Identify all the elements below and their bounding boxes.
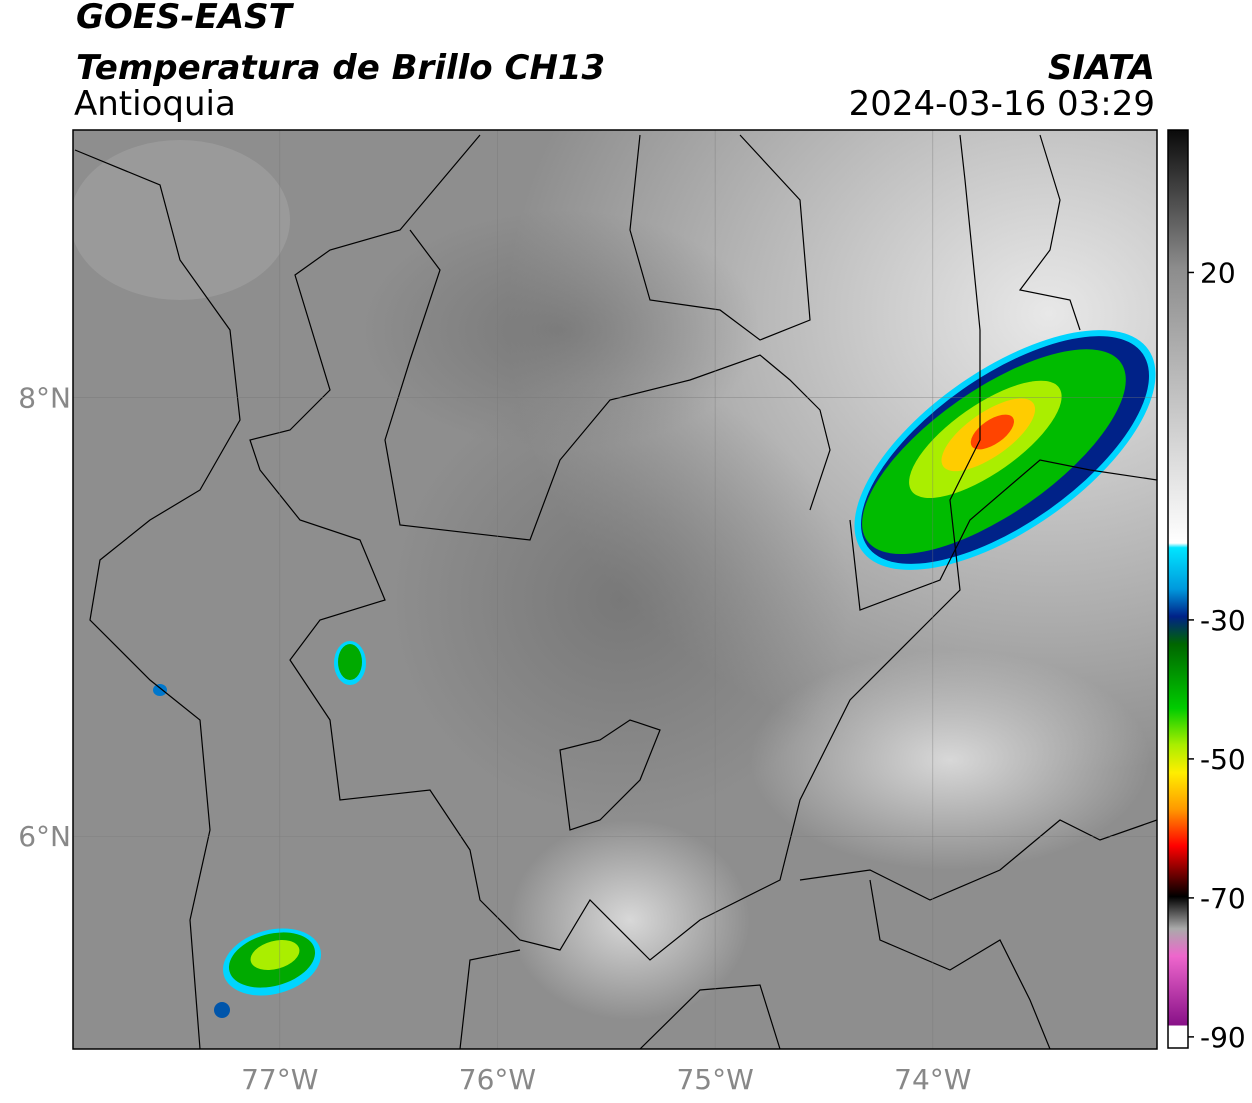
cloud-field bbox=[360, 210, 760, 450]
cloud-field bbox=[750, 650, 1150, 870]
map-frame bbox=[72, 129, 1158, 1050]
cloud-field bbox=[73, 140, 290, 300]
x-tick-label: 77°W bbox=[241, 1063, 318, 1096]
y-tick-label: 6°N bbox=[18, 820, 71, 853]
product: Temperatura de Brillo CH13 bbox=[76, 48, 605, 88]
cloud-field bbox=[390, 380, 850, 820]
y-tick-label: 8°N bbox=[18, 382, 71, 415]
x-tick-label: 74°W bbox=[894, 1063, 971, 1096]
satellite: GOES-EAST bbox=[76, 0, 295, 37]
map bbox=[73, 130, 1157, 1049]
colorbar-tick-label: -70 bbox=[1200, 882, 1246, 915]
datetime: 2024-03-16 03:29 bbox=[849, 84, 1155, 124]
colorbar-tick-label: -50 bbox=[1200, 743, 1246, 776]
borders bbox=[74, 134, 1157, 1049]
colorbar-tick-label: -30 bbox=[1200, 604, 1246, 637]
colorbar-tick-label: 20 bbox=[1200, 256, 1236, 289]
cloud-field bbox=[510, 820, 750, 1020]
source: SIATA bbox=[1048, 48, 1155, 88]
colorbar-tick-label: -90 bbox=[1200, 1021, 1246, 1054]
storm bbox=[153, 641, 366, 1018]
region: Antioquia bbox=[74, 84, 236, 124]
x-tick-label: 76°W bbox=[459, 1063, 536, 1096]
x-tick-label: 75°W bbox=[676, 1063, 753, 1096]
colorbar bbox=[1167, 129, 1189, 1049]
